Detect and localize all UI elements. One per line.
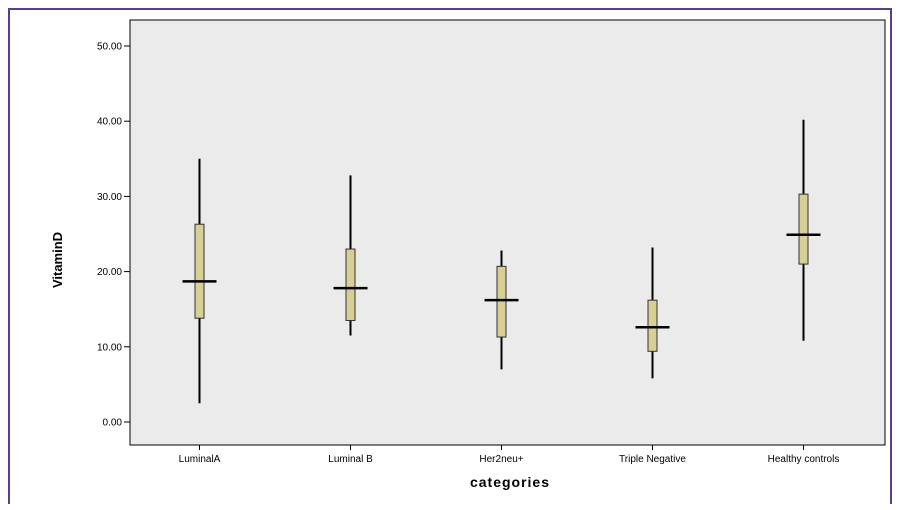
y-axis: 0.00 10.00 20.00 30.00 40.00 50.00 [97,42,130,429]
plot-area [129,19,886,446]
box-healthy-controls [786,119,821,341]
y-tick-label: 30.00 [97,192,122,203]
box-series [182,119,821,404]
x-tick-label: Triple Negative [619,454,686,465]
x-axis-labels: LuminalA Luminal B Her2neu+ Triple Negative… [179,445,840,465]
box-triple-negative [635,247,670,379]
x-tick-label: Luminal B [328,454,373,465]
chart-frame: 0.00 10.00 20.00 30.00 40.00 50.00 LuminalA Lu… [8,8,892,504]
x-tick-label: Healthy controls [768,454,840,465]
box-body [647,299,658,352]
y-axis-title: VitaminD [50,232,65,288]
y-tick-label: 20.00 [97,267,122,278]
box-body [194,223,205,319]
box-body [496,265,507,338]
x-tick-label: LuminalA [179,454,221,465]
box-body [345,248,356,321]
x-axis-title: categories [470,474,550,490]
box-her2neu- [484,250,519,370]
y-tick-label: 0.00 [103,418,123,429]
x-tick-label: Her2neu+ [479,454,523,465]
y-tick-label: 10.00 [97,342,122,353]
box-body [798,193,809,265]
box-luminala [182,158,217,404]
y-tick-label: 40.00 [97,117,122,128]
box-luminal-b [333,175,368,336]
y-tick-label: 50.00 [97,42,122,53]
